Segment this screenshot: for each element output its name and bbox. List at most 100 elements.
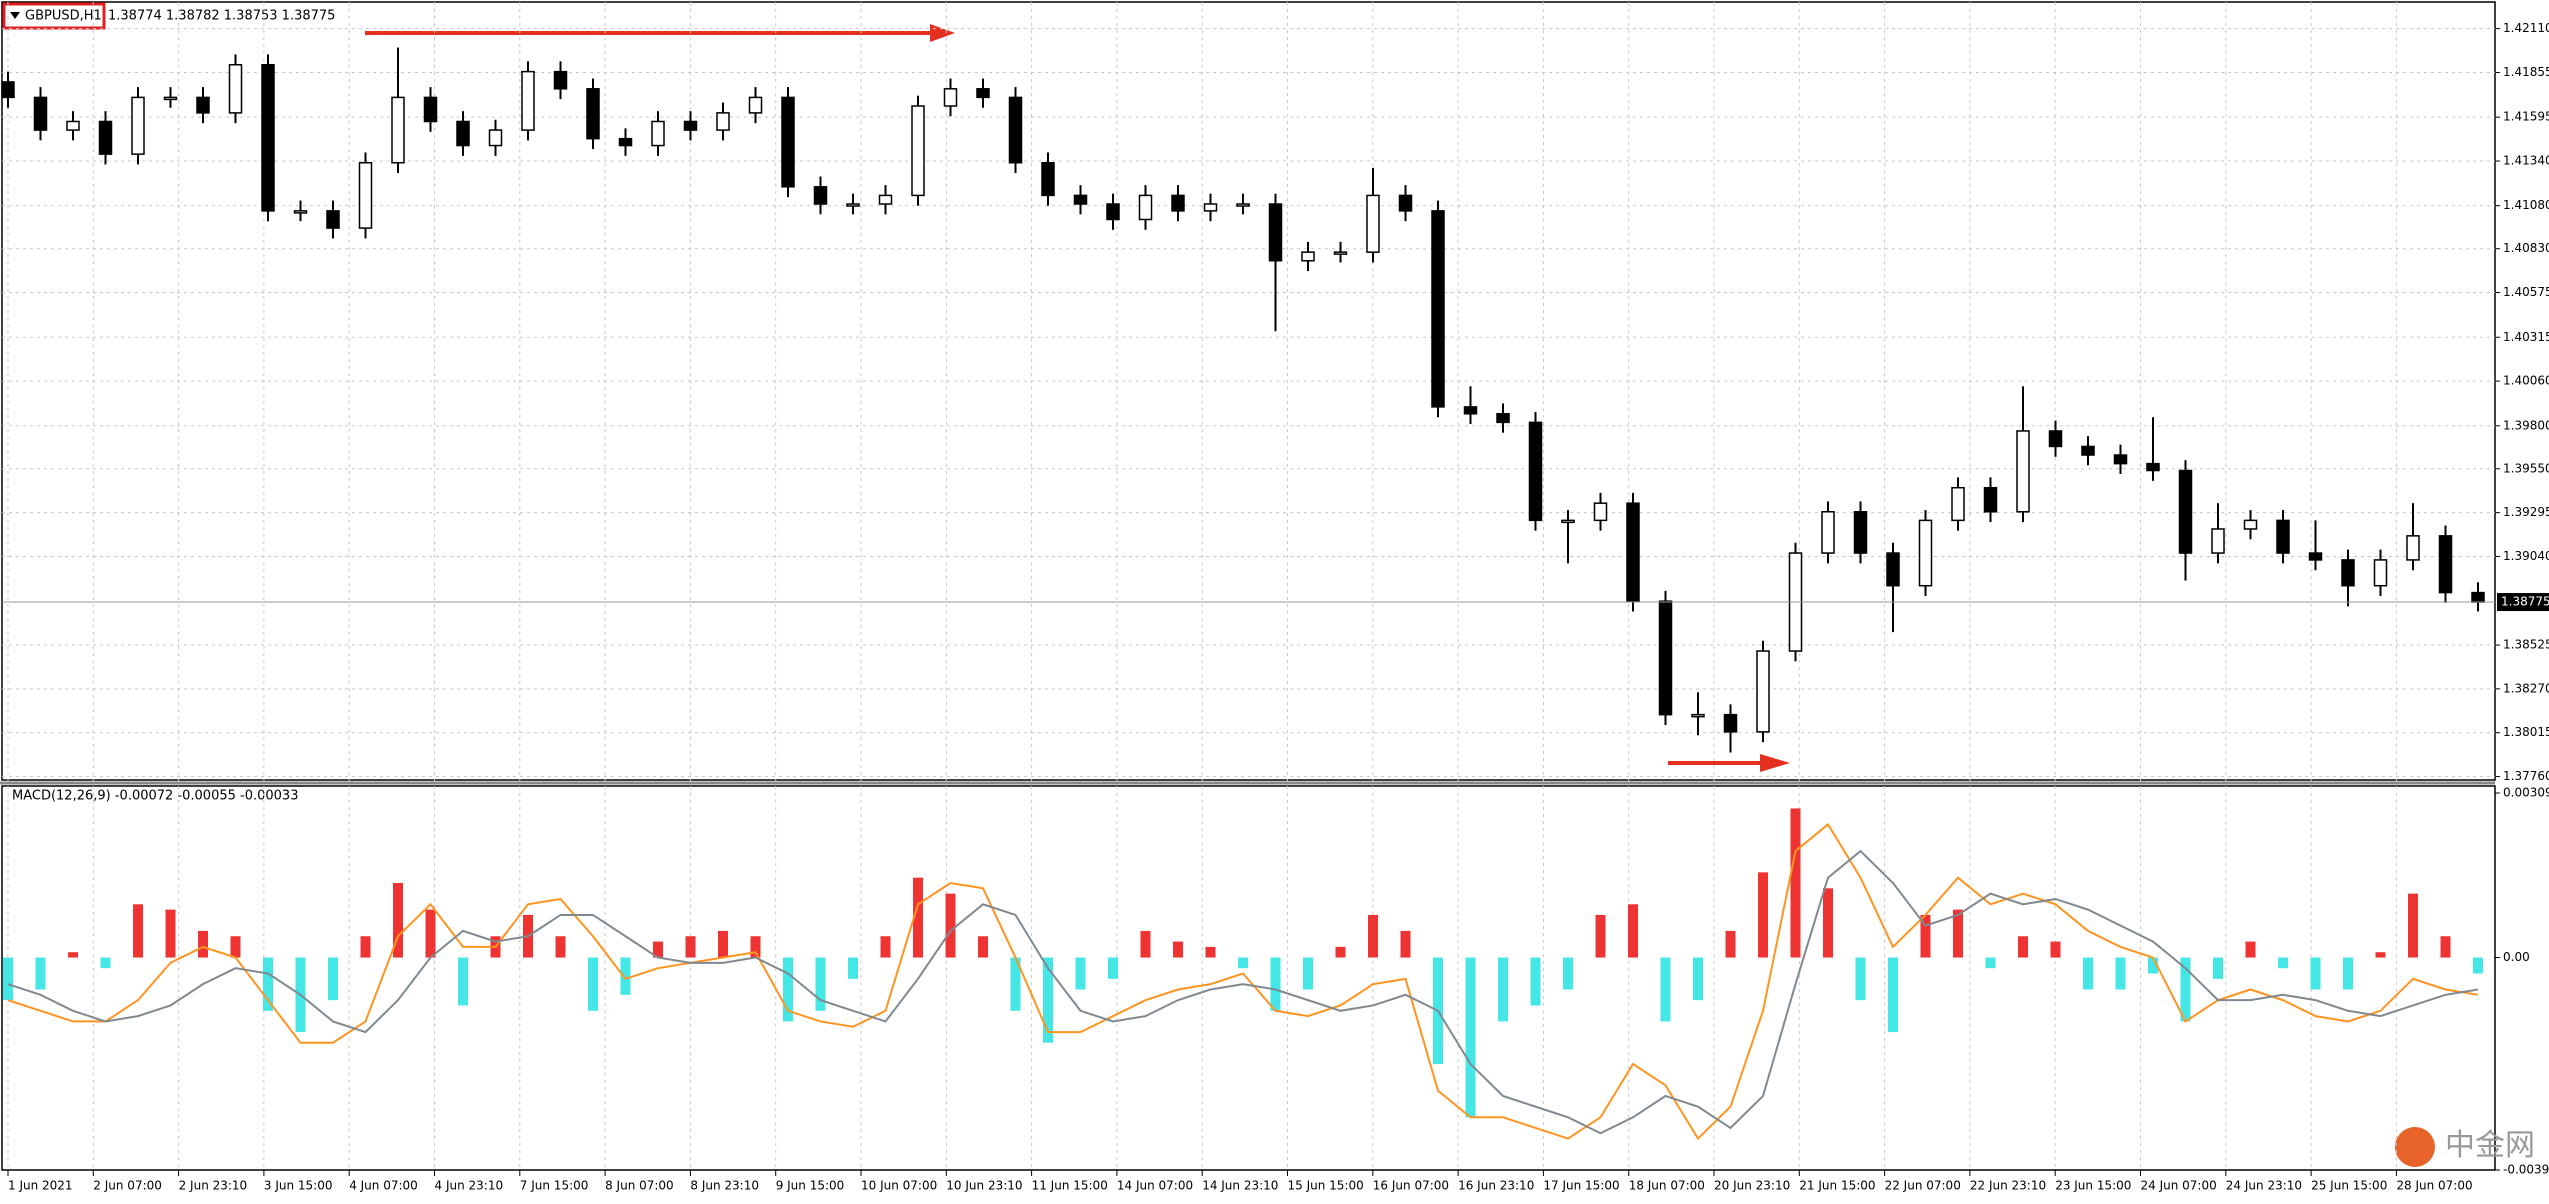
- ohlc-readout: 1.38774 1.38782 1.38753 1.38775: [108, 9, 335, 24]
- candle-body: [586, 88, 600, 140]
- candle-body: [2471, 591, 2485, 603]
- last-price-box: [2497, 593, 2549, 612]
- histogram-bar: [2050, 941, 2061, 958]
- histogram-bar: [1725, 930, 1736, 958]
- histogram-bar: [2083, 957, 2093, 990]
- histogram-bar: [2018, 936, 2028, 958]
- candle-body: [1301, 251, 1315, 262]
- histogram-bar: [1758, 872, 1768, 958]
- candle-body: [1463, 406, 1478, 415]
- macd-label: MACD(12,26,9) -0.00072 -0.00055 -0.00033: [12, 789, 298, 804]
- candle-body: [131, 96, 145, 155]
- histogram-bar: [1823, 888, 1833, 958]
- histogram-bar: [3, 957, 13, 1001]
- candle-body: [66, 120, 80, 131]
- candle-body: [651, 120, 665, 147]
- histogram-bar: [2408, 893, 2418, 958]
- x-tick-label: 4 Jun 23:10: [435, 1179, 504, 1193]
- candle-body: [1658, 600, 1673, 716]
- candle-body: [261, 63, 275, 212]
- histogram-bar: [1498, 957, 1508, 1022]
- histogram-bar: [880, 936, 891, 958]
- indicator-line: [7, 822, 2479, 1141]
- symbol[interactable]: GBPUSD,H1: [25, 9, 102, 24]
- x-tick-label: 24 Jun 23:10: [2226, 1179, 2302, 1193]
- histogram-bar: [1173, 941, 1183, 958]
- histogram-bar: [100, 957, 111, 969]
- histogram-bar: [685, 936, 696, 958]
- histogram-bar: [68, 952, 78, 958]
- y-tick-label: 1.40060: [2503, 374, 2549, 388]
- y-tick-label: 1.37760: [2503, 769, 2549, 783]
- histogram-bar: [848, 957, 858, 979]
- candle-body: [33, 96, 48, 131]
- candle-body: [1171, 194, 1185, 212]
- candle-body: [878, 194, 893, 205]
- x-tick-label: 16 Jun 23:10: [1458, 1179, 1534, 1193]
- candle-body: [1723, 713, 1738, 733]
- main-pane: [1, 1, 2496, 781]
- histogram-bar: [328, 957, 338, 1001]
- x-tick-label: 15 Jun 15:00: [1288, 1179, 1364, 1193]
- y-tick-label: 1.39800: [2503, 418, 2549, 432]
- histogram-bar: [1238, 957, 1248, 969]
- candle-body: [1886, 552, 1900, 587]
- candle-body: [1528, 421, 1543, 522]
- histogram-bar: [620, 957, 631, 995]
- histogram-bar: [1075, 957, 1086, 990]
- histogram-bar: [555, 936, 566, 958]
- histogram-bar: [1595, 914, 1606, 958]
- histogram-bar: [1953, 909, 1963, 958]
- candle-body: [196, 96, 210, 114]
- candle-body: [1561, 519, 1575, 524]
- x-tick-label: 18 Jun 07:00: [1629, 1179, 1705, 1193]
- dropdown-icon[interactable]: [10, 12, 20, 19]
- candle-body: [1593, 502, 1608, 522]
- candle-body: [911, 105, 925, 197]
- histogram-bar: [2148, 957, 2158, 974]
- histogram-bar: [425, 909, 436, 958]
- x-tick-label: 24 Jun 07:00: [2141, 1179, 2217, 1193]
- y-tick-label: 1.38525: [2503, 638, 2549, 652]
- candle-body: [2113, 454, 2128, 465]
- x-tick-label: 23 Jun 15:00: [2055, 1179, 2131, 1193]
- x-tick-label: 10 Jun 23:10: [946, 1179, 1022, 1193]
- histogram-bar: [2278, 957, 2288, 969]
- candle-body: [1398, 194, 1413, 212]
- histogram-bar: [1043, 957, 1053, 1043]
- candle-body: [1073, 194, 1088, 205]
- histogram-bar: [2115, 957, 2126, 990]
- candle-body: [2373, 559, 2388, 587]
- histogram-bar: [1920, 914, 1931, 958]
- histogram-bar: [2440, 936, 2451, 958]
- histogram-bar: [230, 936, 241, 958]
- watermark-logo: [2395, 1127, 2435, 1167]
- candle-body: [976, 88, 990, 99]
- histogram-bar: [2473, 957, 2483, 974]
- x-tick-label: 10 Jun 07:00: [861, 1179, 937, 1193]
- candle-body: [846, 203, 860, 207]
- histogram-bar: [718, 930, 728, 958]
- histogram-bar: [1693, 957, 1703, 1001]
- candle-body: [943, 88, 958, 107]
- candle-body: [1236, 203, 1250, 207]
- candle-body: [1333, 251, 1348, 255]
- histogram-bar: [1335, 946, 1346, 958]
- candle-body: [1853, 511, 1868, 554]
- histogram-bar: [1270, 957, 1281, 1011]
- histogram-bar: [783, 957, 793, 1022]
- annotation-arrowhead: [1760, 754, 1790, 772]
- y-tick-label: 0.00309: [2503, 786, 2549, 800]
- candle-body: [2276, 519, 2290, 554]
- histogram-bar: [133, 904, 143, 958]
- x-tick-label: 25 Jun 15:00: [2311, 1179, 2387, 1193]
- histogram-bar: [1368, 914, 1378, 958]
- histogram-bar: [360, 936, 371, 958]
- candle-body: [1983, 486, 1998, 513]
- histogram-bar: [198, 930, 208, 958]
- candle-body: [813, 186, 828, 205]
- histogram-bar: [750, 936, 761, 958]
- candle-body: [456, 120, 470, 147]
- histogram-bar: [815, 957, 826, 1011]
